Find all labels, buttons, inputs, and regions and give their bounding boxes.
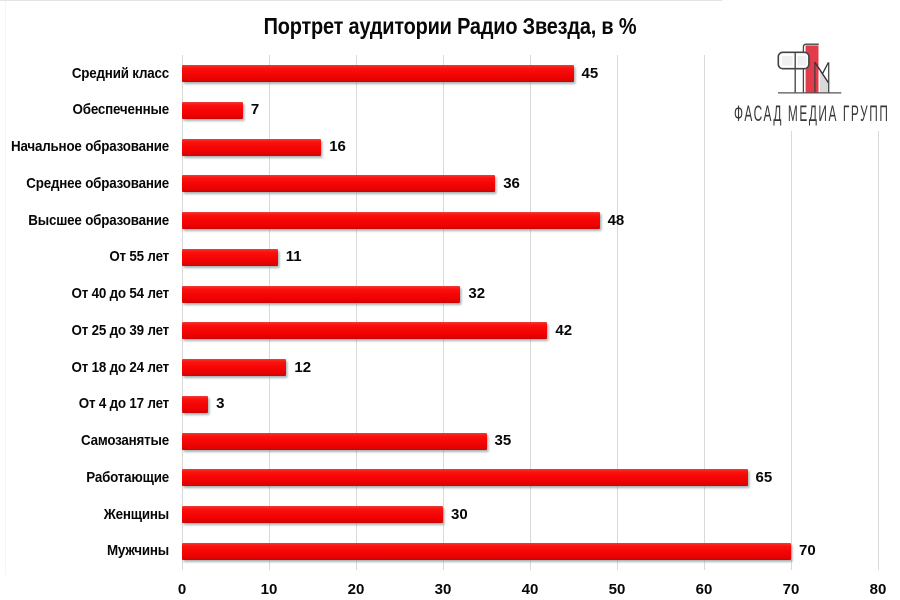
svg-text:ФАСАД МЕДИА ГРУПП: ФАСАД МЕДИА ГРУПП bbox=[734, 101, 890, 126]
